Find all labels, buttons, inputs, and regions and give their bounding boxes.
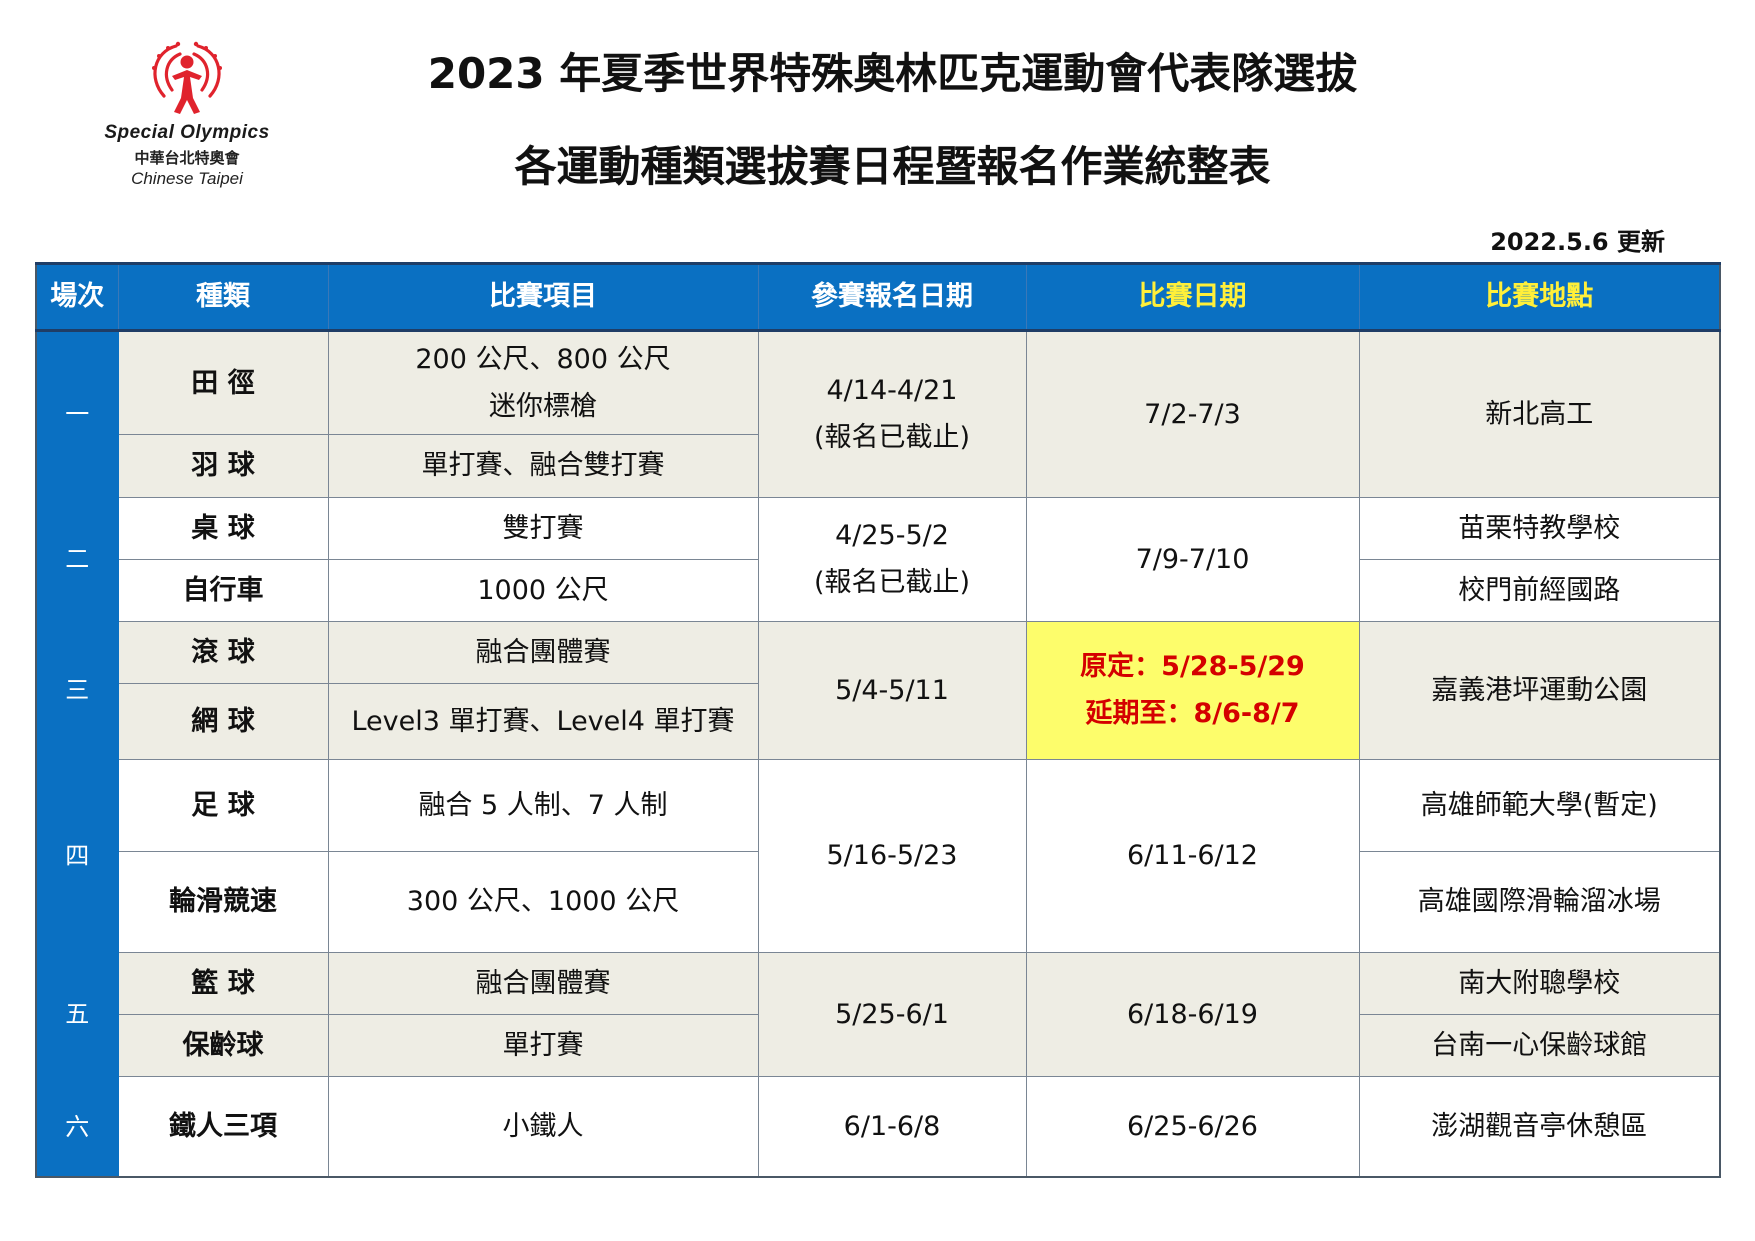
round-cell: 六 xyxy=(35,1076,119,1178)
schedule-table: 場次 種類 比賽項目 參賽報名日期 比賽日期 比賽地點 一 田 徑 200 公尺… xyxy=(35,262,1721,1178)
events-cell: 融合團體賽 xyxy=(327,951,759,1015)
venue-cell: 嘉義港坪運動公園 xyxy=(1358,621,1721,760)
events-cell: Level3 單打賽、Level4 單打賽 xyxy=(327,683,759,760)
round-cell: 三 xyxy=(35,621,119,760)
round-cell: 一 xyxy=(35,330,119,498)
venue-cell: 台南一心保齡球館 xyxy=(1358,1013,1721,1078)
registration-note: (報名已截止) xyxy=(813,422,971,454)
postponed-date: 延期至：8/6-8/7 xyxy=(1085,698,1300,730)
sport-cell: 網 球 xyxy=(117,683,329,760)
registration-cell: 4/25-5/2 (報名已截止) xyxy=(757,496,1027,623)
header-match-date: 比賽日期 xyxy=(1025,262,1360,332)
sport-cell: 鐵人三項 xyxy=(117,1076,329,1178)
original-date: 原定：5/28-5/29 xyxy=(1080,651,1305,683)
header-sport: 種類 xyxy=(117,262,329,332)
header-venue: 比賽地點 xyxy=(1358,262,1721,332)
page-subtitle: 各運動種類選拔賽日程暨報名作業統整表 xyxy=(514,142,1271,191)
venue-cell: 校門前經國路 xyxy=(1358,558,1721,623)
venue-cell: 南大附聰學校 xyxy=(1358,951,1721,1015)
header-events: 比賽項目 xyxy=(327,262,759,332)
venue-cell: 高雄師範大學(暫定) xyxy=(1358,758,1721,853)
events-cell: 融合團體賽 xyxy=(327,621,759,685)
page-title: 2023 年夏季世界特殊奧林匹克運動會代表隊選拔 xyxy=(427,49,1358,98)
events-line: 迷你標槍 xyxy=(489,391,597,423)
sport-cell: 田 徑 xyxy=(117,329,329,436)
special-olympics-emblem-icon xyxy=(152,41,222,114)
table-row: 輪滑競速 300 公尺、1000 公尺 高雄國際滑輪溜冰場 xyxy=(36,851,1721,953)
match-date-cell: 6/25-6/26 xyxy=(1025,1076,1360,1178)
round-cell: 五 xyxy=(35,951,119,1077)
round-cell: 四 xyxy=(35,758,119,953)
venue-cell: 高雄國際滑輪溜冰場 xyxy=(1358,851,1721,953)
table-row: 一 田 徑 200 公尺、800 公尺 迷你標槍 4/14-4/21 (報名已截… xyxy=(35,329,1721,498)
sport-cell: 桌 球 xyxy=(117,496,329,560)
registration-cell: 6/1-6/8 xyxy=(757,1076,1027,1178)
table-row: 四 足 球 融合 5 人制、7 人制 5/16-5/23 6/11-6/12 高… xyxy=(35,758,1721,953)
match-date-cell: 7/2-7/3 xyxy=(1025,330,1360,498)
table-row: 六 鐵人三項 小鐵人 6/1-6/8 6/25-6/26 澎湖觀音亭休憩區 xyxy=(35,1076,1721,1178)
match-date-cell: 6/11-6/12 xyxy=(1025,758,1360,953)
logo-name: Special Olympics xyxy=(104,122,270,143)
registration-cell: 5/16-5/23 xyxy=(757,758,1027,953)
special-olympics-logo: Special Olympics 中華台北特奧會 Chinese Taipei xyxy=(72,38,302,189)
registration-note: (報名已截止) xyxy=(813,567,971,599)
round-cell: 二 xyxy=(35,496,119,623)
table-row: 三 滾 球 融合團體賽 5/4-5/11 原定：5/28-5/29 延期至：8/… xyxy=(35,621,1721,760)
events-line: 200 公尺、800 公尺 xyxy=(415,343,671,375)
events-cell: 300 公尺、1000 公尺 xyxy=(327,851,759,953)
events-cell: 1000 公尺 xyxy=(327,558,759,623)
match-date-postponed-cell: 原定：5/28-5/29 延期至：8/6-8/7 xyxy=(1025,621,1360,760)
events-cell: 小鐵人 xyxy=(327,1076,759,1178)
registration-cell: 5/25-6/1 xyxy=(757,951,1027,1077)
events-cell: 融合 5 人制、7 人制 xyxy=(327,758,759,853)
registration-cell: 4/14-4/21 (報名已截止) xyxy=(757,330,1027,498)
match-date-cell: 6/18-6/19 xyxy=(1025,951,1360,1077)
events-cell: 200 公尺、800 公尺 迷你標槍 xyxy=(327,329,759,436)
events-cell: 單打賽 xyxy=(327,1013,759,1078)
registration-date: 4/25-5/2 xyxy=(835,520,949,552)
logo-subtitle-cn: 中華台北特奧會 xyxy=(134,149,240,167)
table-row: 二 桌 球 雙打賽 4/25-5/2 (報名已截止) 7/9-7/10 苗栗特教… xyxy=(35,496,1721,623)
header-registration: 參賽報名日期 xyxy=(757,262,1027,332)
events-cell: 單打賽、融合雙打賽 xyxy=(327,434,759,498)
table-row: 羽 球 單打賽、融合雙打賽 xyxy=(36,434,1720,498)
sport-cell: 自行車 xyxy=(117,558,329,623)
header-round: 場次 xyxy=(35,262,119,332)
table-header-row: 場次 種類 比賽項目 參賽報名日期 比賽日期 比賽地點 xyxy=(35,262,1721,332)
sport-cell: 籃 球 xyxy=(117,951,329,1015)
sport-cell: 羽 球 xyxy=(117,434,329,498)
events-cell: 雙打賽 xyxy=(327,496,759,560)
venue-cell: 苗栗特教學校 xyxy=(1358,496,1721,560)
update-note: 2022.5.6 更新 xyxy=(1490,228,1665,256)
table-row: 自行車 1000 公尺 校門前經國路 xyxy=(36,558,1721,623)
table-row: 保齡球 單打賽 台南一心保齡球館 xyxy=(36,1013,1721,1078)
sport-cell: 輪滑競速 xyxy=(117,851,329,953)
registration-date: 4/14-4/21 xyxy=(826,375,958,407)
sport-cell: 滾 球 xyxy=(117,621,329,685)
sport-cell: 保齡球 xyxy=(117,1013,329,1078)
venue-cell: 新北高工 xyxy=(1358,330,1721,498)
table-row: 五 籃 球 融合團體賽 5/25-6/1 6/18-6/19 南大附聰學校 xyxy=(35,951,1721,1077)
table-row: 網 球 Level3 單打賽、Level4 單打賽 xyxy=(36,683,1720,760)
venue-cell: 澎湖觀音亭休憩區 xyxy=(1358,1076,1721,1178)
match-date-cell: 7/9-7/10 xyxy=(1025,496,1360,623)
registration-cell: 5/4-5/11 xyxy=(757,621,1027,760)
logo-subtitle-en: Chinese Taipei xyxy=(131,169,243,188)
sport-cell: 足 球 xyxy=(117,758,329,853)
